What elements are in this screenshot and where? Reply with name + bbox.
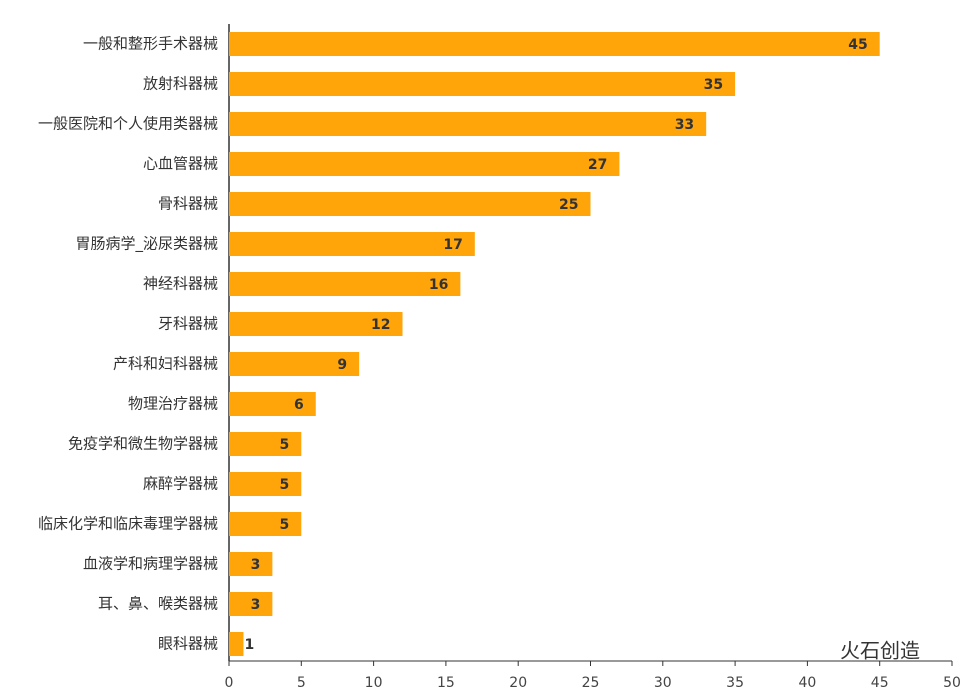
bar	[229, 592, 273, 616]
bar	[229, 192, 591, 216]
value-label: 3	[251, 597, 261, 613]
value-label: 5	[280, 517, 290, 533]
bar	[229, 432, 302, 456]
x-tick-label: 50	[943, 675, 961, 691]
category-label: 眼科器械	[158, 635, 218, 653]
bar	[229, 512, 302, 536]
x-tick-label: 45	[871, 675, 889, 691]
watermark: 火石创造	[840, 639, 920, 663]
category-label: 麻醉学器械	[143, 475, 218, 493]
category-label: 心血管器械	[143, 155, 218, 173]
value-label: 17	[443, 237, 462, 253]
value-label: 5	[280, 437, 290, 453]
bar	[229, 352, 360, 376]
x-tick-label: 35	[726, 675, 744, 691]
x-tick-label: 25	[582, 675, 600, 691]
value-label: 35	[704, 77, 723, 93]
bar	[229, 392, 316, 416]
value-label: 25	[559, 197, 578, 213]
x-tick-label: 20	[509, 675, 527, 691]
value-label: 12	[371, 317, 390, 333]
value-label: 9	[337, 357, 347, 373]
category-label: 一般医院和个人使用类器械	[38, 115, 218, 133]
category-label: 免疫学和微生物学器械	[68, 435, 218, 453]
x-tick-label: 10	[365, 675, 383, 691]
value-label: 45	[848, 37, 867, 53]
bar	[229, 112, 707, 136]
category-label: 物理治疗器械	[128, 395, 218, 413]
bar	[229, 552, 273, 576]
category-label: 神经科器械	[143, 275, 218, 293]
value-label: 33	[675, 117, 694, 133]
category-label: 骨科器械	[158, 195, 218, 213]
bar	[229, 472, 302, 496]
category-label: 一般和整形手术器械	[83, 35, 218, 53]
bar	[229, 272, 461, 296]
category-label: 牙科器械	[158, 315, 218, 333]
bar	[229, 232, 475, 256]
value-label: 1	[244, 637, 254, 653]
x-tick-label: 40	[798, 675, 816, 691]
category-label: 血液学和病理学器械	[83, 555, 218, 573]
value-label: 27	[588, 157, 607, 173]
x-tick-label: 30	[654, 675, 672, 691]
value-label: 3	[251, 557, 261, 573]
value-label: 16	[429, 277, 448, 293]
category-label: 胃肠病学_泌尿类器械	[75, 235, 218, 254]
x-tick-label: 15	[437, 675, 455, 691]
bar	[229, 632, 244, 656]
category-label: 产科和妇科器械	[113, 355, 218, 373]
x-tick-label: 5	[297, 675, 306, 691]
x-tick-label: 0	[225, 675, 234, 691]
bar	[229, 152, 620, 176]
bar	[229, 32, 880, 56]
value-label: 5	[280, 477, 290, 493]
bar	[229, 312, 403, 336]
category-label: 放射科器械	[143, 75, 218, 93]
category-label: 耳、鼻、喉类器械	[98, 595, 218, 613]
value-label: 6	[294, 397, 304, 413]
bar	[229, 72, 736, 96]
category-label: 临床化学和临床毒理学器械	[38, 515, 218, 533]
